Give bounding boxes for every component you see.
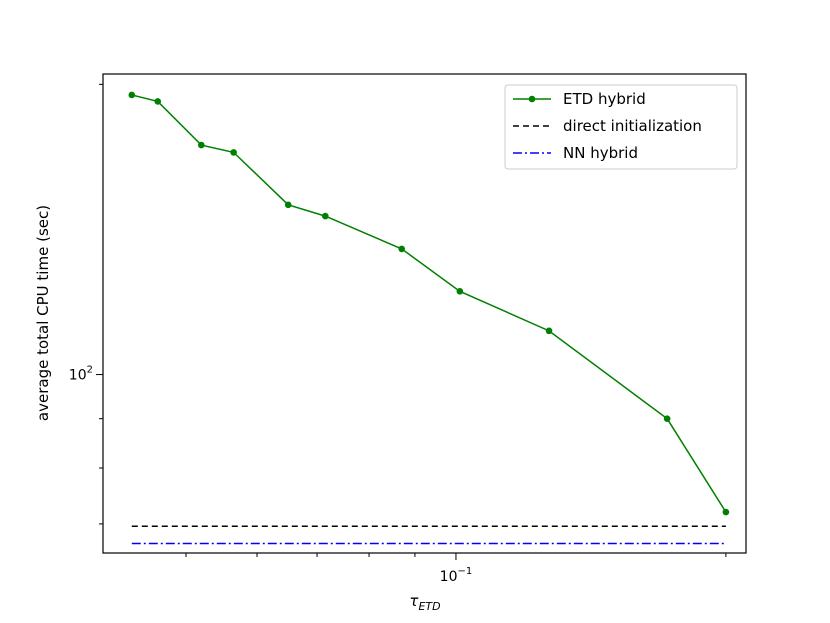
y-axis-label: average total CPU time (sec) (34, 205, 52, 421)
x-tick-label: 10−1 (440, 566, 473, 585)
data-point (398, 245, 406, 253)
axis-ticks: 10−1 102 (69, 83, 727, 585)
data-point (154, 98, 162, 105)
y-tick-label: 102 (69, 365, 93, 384)
data-point (545, 327, 553, 335)
data-point (230, 149, 237, 156)
legend-marker (528, 95, 536, 103)
legend-label-2: direct initialization (563, 117, 702, 135)
plot-frame (102, 73, 747, 554)
x-axis-label: τETD (409, 592, 440, 613)
legend: ETD hybrid direct initialization NN hybrid (504, 84, 738, 170)
legend-label-3: NN hybrid (563, 144, 638, 162)
chart-marks (128, 91, 730, 545)
legend-box (504, 84, 738, 170)
data-point (663, 415, 671, 422)
data-point (198, 141, 205, 149)
data-point (322, 212, 329, 220)
data-point (128, 91, 136, 99)
legend-label-1: ETD hybrid (563, 90, 646, 108)
data-point (722, 508, 730, 516)
data-point (456, 288, 464, 295)
data-point (284, 201, 292, 209)
